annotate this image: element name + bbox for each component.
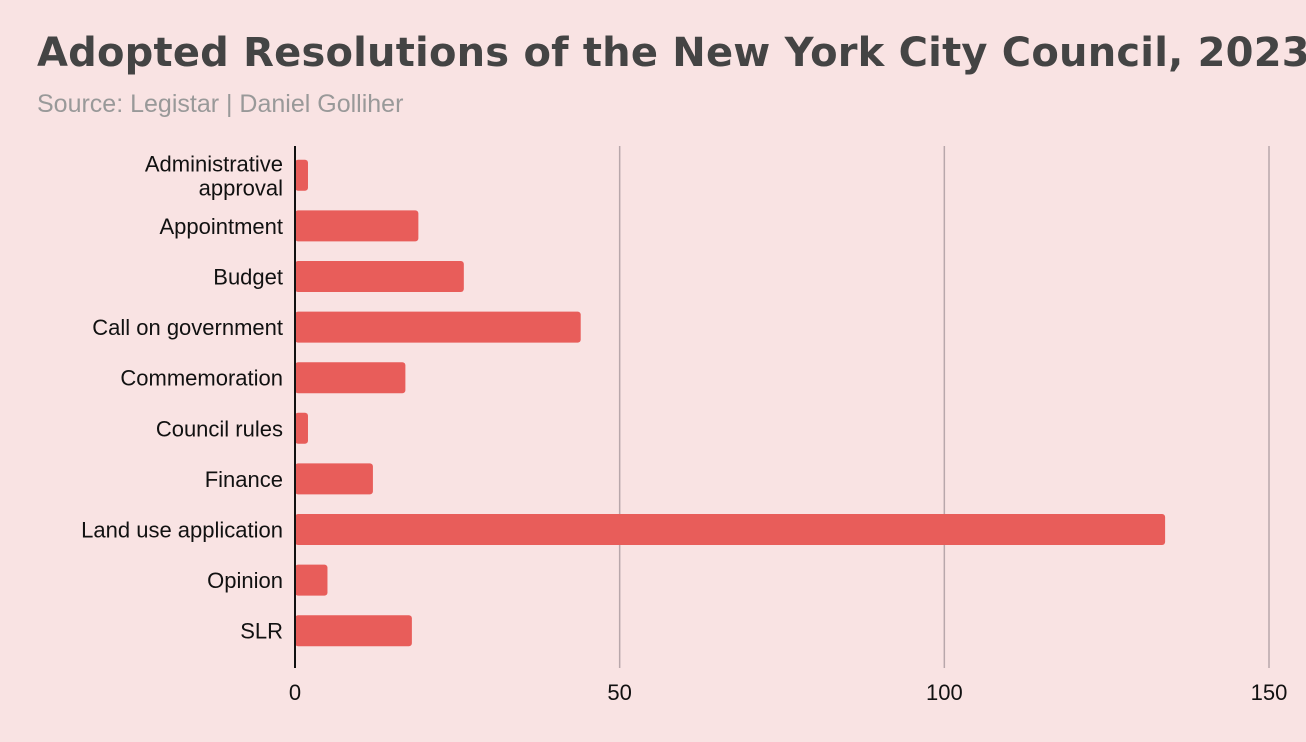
category-label: Budget (213, 265, 283, 290)
bar (295, 362, 406, 394)
bar (295, 514, 1166, 545)
x-tick-label: 50 (607, 680, 631, 705)
chart-title: Adopted Resolutions of the New York City… (37, 30, 1306, 76)
x-tick-labels: 0 50 100 150 (289, 680, 1287, 705)
bar (295, 615, 412, 647)
category-label: Commemoration (120, 366, 283, 391)
x-tick-label: 100 (926, 680, 963, 705)
category-label: Council rules (156, 416, 283, 441)
x-tick-label: 150 (1251, 680, 1288, 705)
gridlines (618, 146, 1270, 668)
bar (295, 261, 464, 292)
bar (295, 412, 308, 444)
bar (295, 564, 328, 596)
x-tick-label: 0 (289, 680, 301, 705)
bar (295, 311, 581, 343)
bar (295, 159, 308, 191)
bars (295, 159, 1166, 647)
chart-subtitle: Source: Legistar | Daniel Golliher (37, 90, 404, 118)
category-label: Opinion (207, 568, 283, 593)
bar (295, 463, 373, 495)
category-label: Land use application (81, 518, 283, 543)
bar (295, 210, 419, 242)
category-label: SLR (240, 619, 283, 644)
category-label: Call on government (92, 315, 283, 340)
category-label: Appointment (159, 214, 283, 239)
category-label: Administrative approval (145, 151, 283, 200)
category-labels: Administrative approval Appointment Budget C… (81, 151, 283, 643)
category-label: Finance (205, 467, 283, 492)
